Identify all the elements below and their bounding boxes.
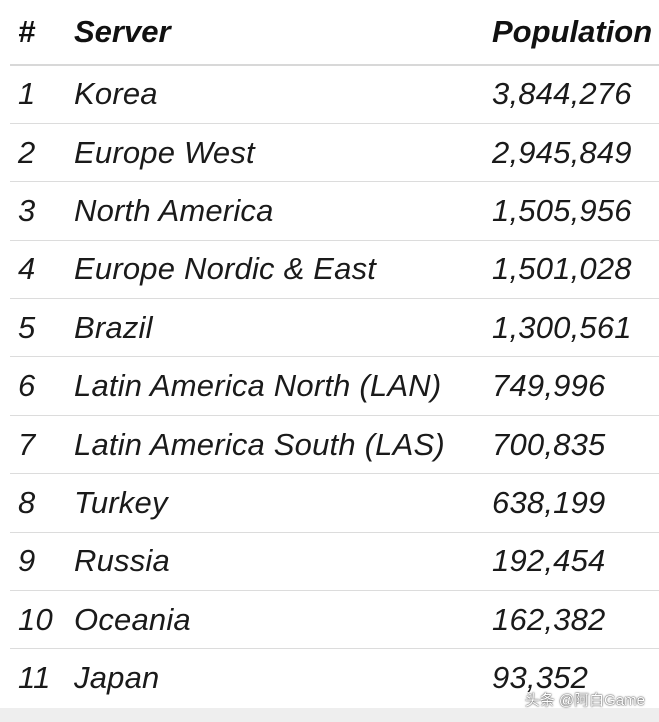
- server-cell: Russia: [66, 532, 480, 592]
- table-row: 1 Korea 3,844,276: [10, 65, 659, 124]
- population-cell: 192,454: [480, 532, 659, 592]
- table-row: 8 Turkey 638,199: [10, 473, 659, 533]
- table-row: 4 Europe Nordic & East 1,501,028: [10, 240, 659, 300]
- population-cell: 93,352: [492, 660, 589, 696]
- server-cell: Oceania: [66, 590, 480, 650]
- watermark-text: 头条 @阿白Game: [524, 692, 645, 709]
- footer-bar: [0, 708, 659, 722]
- table-row: 9 Russia 192,454: [10, 532, 659, 592]
- population-cell: 1,501,028: [480, 240, 659, 300]
- watermark: 头条 @阿白Game: [525, 689, 645, 710]
- rank-cell: 4: [10, 240, 66, 300]
- header-population: Population: [480, 0, 659, 66]
- table-row: 3 North America 1,505,956: [10, 181, 659, 241]
- population-cell: 700,835: [480, 415, 659, 475]
- server-cell: Brazil: [66, 298, 480, 358]
- server-cell: Turkey: [66, 473, 480, 533]
- server-cell: Japan: [74, 660, 160, 696]
- rank-cell: 9: [10, 532, 66, 592]
- population-cell: 749,996: [480, 356, 659, 416]
- population-cell: 638,199: [480, 473, 659, 533]
- server-cell: Europe West: [66, 123, 480, 183]
- table-row: 7 Latin America South (LAS) 700,835: [10, 415, 659, 475]
- population-cell: 162,382: [480, 590, 659, 650]
- server-cell: North America: [66, 181, 480, 241]
- rank-cell: 3: [10, 181, 66, 241]
- server-cell: Korea: [66, 65, 480, 124]
- population-cell: 1,300,561: [480, 298, 659, 358]
- table-row: 6 Latin America North (LAN) 749,996: [10, 356, 659, 416]
- table-row: 11 Japan 93,352: [10, 649, 659, 707]
- header-server: Server: [66, 0, 480, 66]
- rank-cell: 5: [10, 298, 66, 358]
- population-cell: 1,505,956: [480, 181, 659, 241]
- table-row: 5 Brazil 1,300,561: [10, 298, 659, 358]
- population-cell: 3,844,276: [480, 65, 659, 124]
- server-population-table: # Server Population 1 Korea 3,844,276 2 …: [10, 0, 659, 707]
- rank-cell: 6: [10, 356, 66, 416]
- server-population-table-container: # Server Population 1 Korea 3,844,276 2 …: [10, 0, 659, 707]
- rank-cell: 10: [10, 590, 66, 650]
- table-row: 2 Europe West 2,945,849: [10, 123, 659, 183]
- rank-cell: 8: [10, 473, 66, 533]
- rank-cell: 1: [10, 65, 66, 124]
- rank-cell: 2: [10, 123, 66, 183]
- population-cell: 2,945,849: [480, 123, 659, 183]
- server-cell: Latin America North (LAN): [66, 356, 480, 416]
- header-rank: #: [10, 0, 66, 66]
- table-row: 10 Oceania 162,382: [10, 590, 659, 650]
- server-cell: Latin America South (LAS): [66, 415, 480, 475]
- server-cell: Europe Nordic & East: [66, 240, 480, 300]
- rank-cell: 11: [18, 660, 51, 696]
- table-header-row: # Server Population: [10, 0, 659, 66]
- rank-cell: 7: [10, 415, 66, 475]
